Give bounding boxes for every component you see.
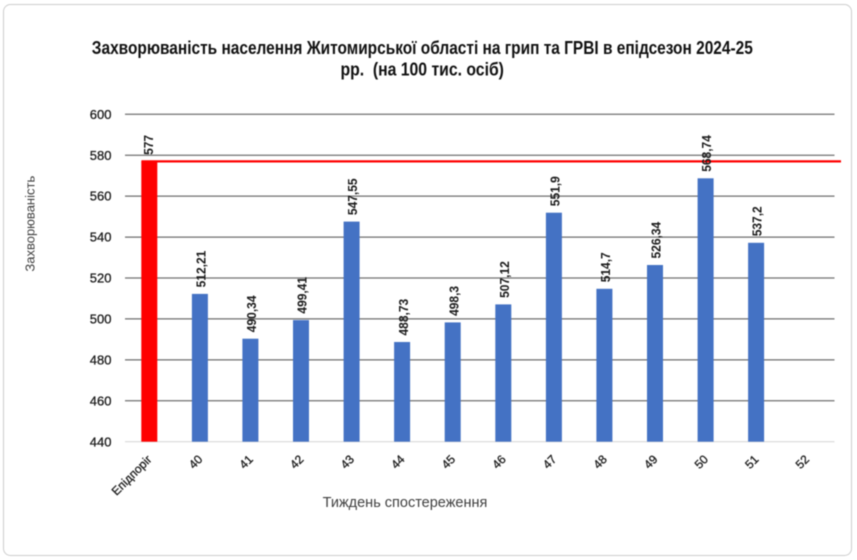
- svg-text:526,34: 526,34: [649, 221, 664, 258]
- svg-text:540: 540: [90, 230, 112, 245]
- svg-text:568,74: 568,74: [699, 134, 714, 171]
- svg-text:Тиждень спостереження: Тиждень спостереження: [323, 495, 488, 511]
- svg-text:500: 500: [90, 312, 112, 327]
- svg-text:514,7: 514,7: [598, 252, 613, 282]
- svg-text:488,73: 488,73: [396, 299, 411, 336]
- svg-text:560: 560: [90, 189, 112, 204]
- svg-text:512,21: 512,21: [194, 251, 209, 288]
- svg-text:498,3: 498,3: [446, 286, 461, 316]
- svg-text:499,41: 499,41: [295, 277, 310, 314]
- svg-text:551,9: 551,9: [548, 176, 563, 206]
- svg-text:460: 460: [90, 393, 112, 408]
- svg-text:440: 440: [90, 434, 112, 449]
- svg-text:507,12: 507,12: [497, 261, 512, 298]
- svg-text:490,34: 490,34: [244, 295, 259, 332]
- svg-text:580: 580: [90, 148, 112, 163]
- svg-text:520: 520: [90, 271, 112, 286]
- svg-text:Захворюваність: Захворюваність: [23, 176, 38, 272]
- svg-text:577: 577: [141, 135, 156, 155]
- svg-text:547,55: 547,55: [345, 178, 360, 215]
- svg-text:Захворюваність населення Житом: Захворюваність населення Житомирської об…: [92, 38, 753, 58]
- svg-text:рр. (на 100 тис. осіб): рр. (на 100 тис. осіб): [340, 60, 504, 80]
- svg-text:480: 480: [90, 353, 112, 368]
- svg-text:600: 600: [90, 107, 112, 122]
- svg-text:537,2: 537,2: [750, 206, 765, 236]
